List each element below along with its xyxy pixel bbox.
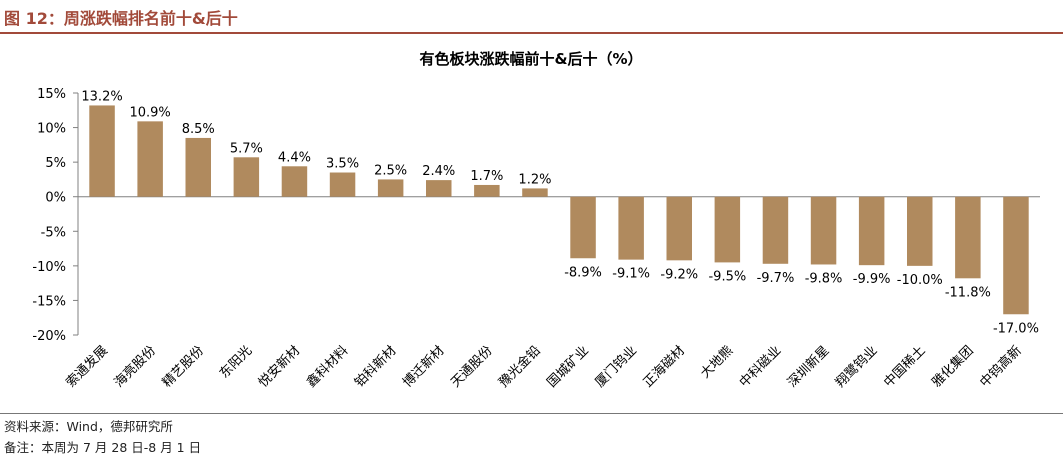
data-label: 1.2%	[518, 172, 551, 187]
figure-footer	[0, 413, 1063, 414]
source-note: 资料来源：Wind，德邦研究所	[4, 419, 173, 434]
chart-title: 有色板块涨跌幅前十&后十（%）	[419, 50, 642, 68]
category-label: 翔鹭钨业	[832, 343, 880, 391]
y-tick-label: -10%	[32, 260, 66, 275]
data-label: -11.8%	[945, 285, 991, 300]
data-label: -9.8%	[805, 271, 843, 286]
data-label: 1.7%	[470, 169, 503, 184]
bar	[329, 172, 356, 197]
figure-header: 图 12：周涨跌幅排名前十&后十	[0, 0, 1063, 34]
bar	[1003, 196, 1029, 315]
bar	[233, 157, 260, 197]
data-label: -9.5%	[708, 269, 746, 284]
data-label: 13.2%	[81, 89, 122, 104]
data-label: 2.5%	[374, 163, 407, 178]
bar	[426, 180, 452, 197]
category-label: 精艺股份	[160, 343, 207, 390]
category-label: 雅化集团	[929, 343, 977, 391]
figure-label: 图 12：周涨跌幅排名前十&后十	[4, 9, 238, 28]
data-label: 10.9%	[129, 105, 170, 120]
data-label: -9.9%	[853, 272, 891, 287]
remark-note: 备注：本周为 7 月 28 日-8 月 1 日	[4, 440, 202, 455]
category-label: 深圳新星	[784, 343, 832, 391]
category-label: 国城矿业	[544, 343, 591, 390]
category-label: 豫光金铅	[496, 343, 544, 391]
category-label: 鑫科材料	[303, 343, 351, 391]
category-label: 大地熊	[697, 343, 736, 382]
y-tick-label: -20%	[32, 329, 66, 344]
data-label: -9.2%	[660, 267, 698, 282]
category-label: 正海磁材	[641, 343, 688, 390]
category-label: 博迁新材	[399, 343, 447, 391]
bar	[570, 196, 596, 259]
data-label: 3.5%	[326, 157, 359, 172]
category-label: 厦门钨业	[592, 343, 640, 391]
bar	[281, 166, 308, 197]
bar	[714, 196, 741, 263]
y-tick-label: 15%	[37, 87, 66, 102]
data-label: -10.0%	[897, 273, 943, 288]
bar	[474, 184, 500, 197]
data-label: 2.4%	[422, 164, 455, 179]
data-label: -9.1%	[612, 267, 650, 282]
y-tick-label: 0%	[45, 191, 66, 206]
y-tick-label: 10%	[37, 122, 66, 137]
bar	[907, 196, 933, 266]
data-label: -17.0%	[993, 321, 1039, 336]
bar	[618, 196, 644, 260]
data-label: 5.7%	[230, 141, 263, 156]
y-tick-label: -15%	[32, 294, 66, 309]
category-label: 中钨高新	[977, 343, 1025, 391]
data-label: 8.5%	[182, 122, 215, 137]
category-label: 中国稀土	[881, 343, 928, 390]
y-tick-label: 5%	[45, 156, 66, 171]
bar	[137, 121, 163, 197]
bar	[810, 196, 837, 265]
category-label: 铂科新材	[351, 343, 399, 391]
category-label: 索通发展	[63, 343, 111, 391]
bar	[955, 196, 981, 279]
y-tick-label: -5%	[41, 225, 66, 240]
bar	[522, 188, 548, 197]
category-label: 天通股份	[448, 343, 495, 390]
category-label: 中科磁业	[737, 343, 784, 390]
category-label: 悦安新材	[255, 343, 303, 391]
bar	[89, 105, 115, 197]
data-label: 4.4%	[278, 150, 311, 165]
category-label: 东阳光	[217, 343, 255, 381]
data-label: -8.9%	[564, 265, 602, 280]
bar	[762, 196, 789, 264]
bar	[858, 196, 885, 266]
bar	[377, 179, 404, 197]
bar	[666, 196, 692, 261]
bar	[185, 137, 211, 197]
category-label: 海亮股份	[111, 343, 159, 391]
bar-chart: 有色板块涨跌幅前十&后十（%） 15% 10% 5% 0% -5% -10% -15% -20%…	[32, 50, 1040, 391]
data-label: -9.7%	[757, 271, 795, 286]
